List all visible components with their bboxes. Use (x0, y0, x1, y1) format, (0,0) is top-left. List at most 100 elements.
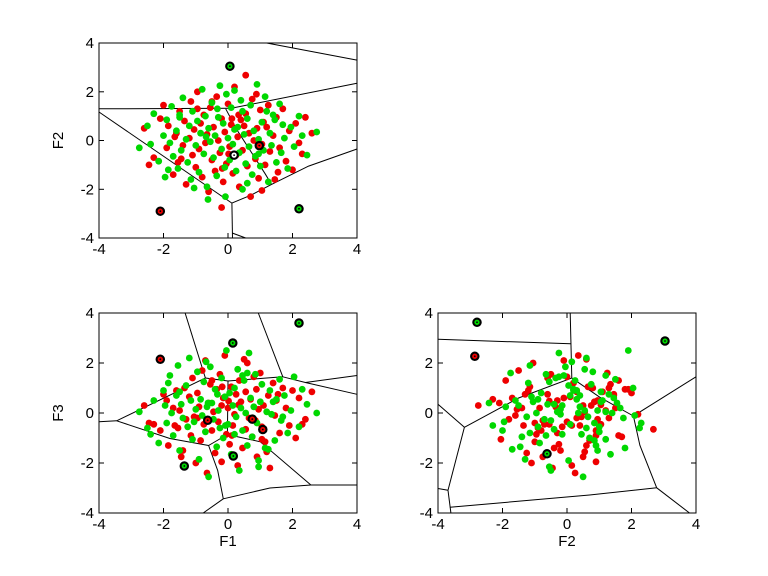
data-point (202, 428, 209, 436)
data-point (284, 165, 292, 172)
codebook-marker (179, 461, 190, 471)
data-point (144, 122, 151, 130)
codebook-center-dot (546, 452, 548, 455)
data-point (284, 429, 292, 437)
data-point (516, 443, 524, 451)
y-axis-label: F2 (50, 132, 67, 150)
data-point (179, 94, 187, 102)
codebook-marker (294, 204, 304, 214)
data-point (190, 126, 198, 133)
data-point (242, 409, 250, 417)
x-tick-label: 0 (224, 516, 232, 533)
data-point (542, 370, 550, 378)
y-tick-label: 4 (86, 35, 94, 52)
data-point (204, 196, 212, 203)
x-tick-label: 2 (288, 516, 296, 533)
data-point (135, 144, 143, 152)
data-point (200, 150, 208, 158)
data-point (200, 378, 208, 386)
data-point (156, 115, 164, 122)
x-tick-label: 2 (288, 241, 296, 258)
data-point (140, 402, 148, 409)
data-point (631, 412, 639, 419)
data-point (176, 388, 184, 396)
voronoi-line (227, 434, 312, 486)
data-point (555, 440, 563, 448)
x-axis-label: F1 (219, 533, 237, 550)
y-tick-label: -2 (81, 181, 94, 198)
data-point (289, 387, 296, 394)
data-point (524, 379, 532, 387)
data-point (234, 365, 242, 373)
data-point (264, 101, 272, 109)
data-point (271, 176, 279, 183)
data-point (620, 414, 627, 422)
data-point (534, 395, 542, 403)
data-point (202, 112, 209, 120)
data-point (581, 448, 589, 456)
x-tick-label: -2 (157, 241, 170, 258)
data-point (239, 427, 246, 434)
data-point (174, 362, 182, 369)
data-point (489, 422, 497, 429)
data-point (576, 403, 584, 411)
data-point (276, 375, 283, 383)
data-point (245, 349, 253, 357)
data-point (605, 390, 613, 398)
y-tick-label: 0 (425, 405, 433, 422)
codebook-center-dot (251, 418, 254, 420)
data-point (566, 392, 574, 399)
data-point (616, 404, 624, 412)
data-point (515, 402, 522, 409)
data-point (587, 402, 595, 409)
data-point (163, 116, 171, 124)
data-point (197, 437, 205, 444)
codebook-center-dot (298, 322, 300, 324)
data-point (218, 374, 226, 382)
voronoi-line (447, 427, 465, 491)
data-point (205, 124, 213, 132)
data-point (266, 387, 274, 394)
data-point (229, 402, 237, 409)
data-point (565, 382, 572, 389)
data-point (557, 410, 564, 418)
data-point (147, 140, 155, 148)
data-point (221, 393, 229, 401)
data-point (295, 394, 303, 402)
data-point (612, 375, 619, 383)
data-point (237, 398, 245, 406)
x-tick-label: 4 (692, 516, 700, 533)
voronoi-line (464, 377, 572, 428)
data-point (198, 412, 206, 419)
codebook-ring-icon (155, 206, 166, 216)
data-point (261, 438, 269, 446)
data-point (231, 87, 238, 94)
data-point (245, 143, 253, 151)
data-point (544, 390, 551, 398)
data-point (591, 437, 598, 444)
data-point (192, 163, 200, 171)
data-point (485, 399, 493, 407)
data-point (232, 390, 240, 398)
data-point (208, 399, 216, 407)
data-point (568, 358, 576, 366)
data-point (194, 117, 201, 125)
data-point (558, 430, 566, 438)
data-point (177, 155, 185, 163)
data-point (187, 176, 195, 183)
data-point (253, 90, 260, 98)
data-point (150, 110, 158, 118)
data-point (571, 469, 579, 477)
data-point (239, 185, 246, 193)
data-point (581, 365, 589, 373)
data-point (520, 422, 527, 429)
data-point (602, 435, 610, 443)
codebook-center-dot (298, 207, 300, 210)
voronoi-line (305, 375, 358, 383)
data-point (135, 408, 143, 416)
data-point (187, 98, 195, 105)
voronoi-line (437, 488, 449, 491)
axes-box (437, 312, 697, 514)
data-point (295, 139, 303, 147)
voronoi-line (656, 487, 690, 514)
